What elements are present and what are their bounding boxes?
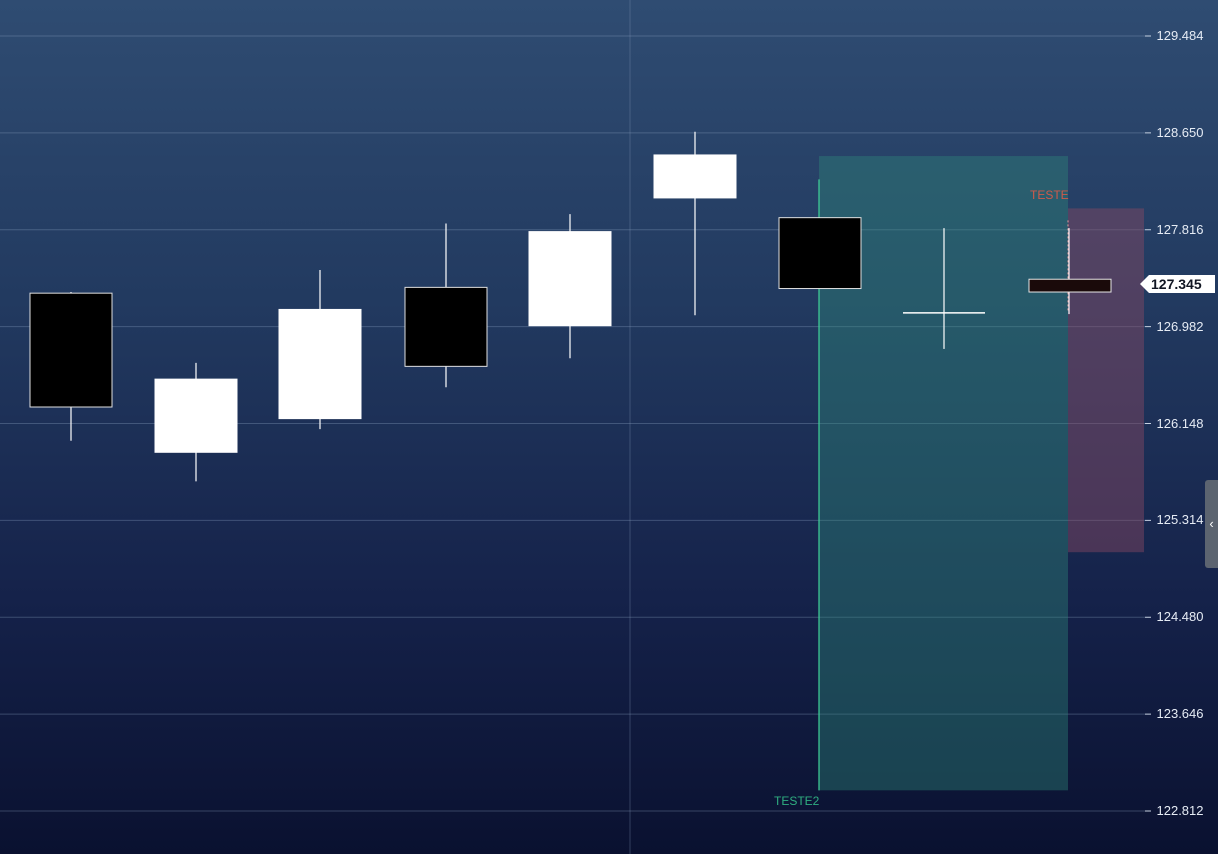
price-axis-label: 122.812 xyxy=(1156,803,1204,818)
zone-label-teste: TESTE xyxy=(1030,188,1069,203)
candle-layer xyxy=(29,131,1112,482)
candle-body xyxy=(528,231,612,327)
candle-body xyxy=(278,308,362,420)
candle-body xyxy=(404,286,488,367)
price-axis-label: 124.480 xyxy=(1156,609,1204,625)
price-axis-label: 128.650 xyxy=(1156,124,1204,140)
price-axis-label: 126.148 xyxy=(1156,415,1204,431)
candle-body xyxy=(154,378,238,453)
grid-layer xyxy=(0,35,1151,812)
price-axis-label: 125.314 xyxy=(1156,512,1204,528)
last-price-value: 127.345 xyxy=(1149,275,1215,294)
price-axis-label: 129.484 xyxy=(1156,28,1204,43)
zone-layer xyxy=(818,156,1144,791)
chevron-left-icon: ‹ xyxy=(1209,516,1214,531)
candle-body xyxy=(29,292,113,408)
price-axis-label: 126.982 xyxy=(1156,318,1204,334)
price-tag-arrow xyxy=(1140,275,1149,294)
candle-body xyxy=(778,217,862,290)
candle-body xyxy=(1028,278,1112,293)
price-axis-label: 123.646 xyxy=(1156,706,1204,722)
zone-label-teste2: TESTE2 xyxy=(774,794,820,809)
collapse-panel-button[interactable]: ‹ xyxy=(1205,480,1218,568)
price-axis-label: 127.816 xyxy=(1156,221,1204,237)
candle-body xyxy=(653,154,737,199)
last-price-tag: 127.345 xyxy=(1140,274,1215,294)
zone-teste xyxy=(1068,208,1144,553)
